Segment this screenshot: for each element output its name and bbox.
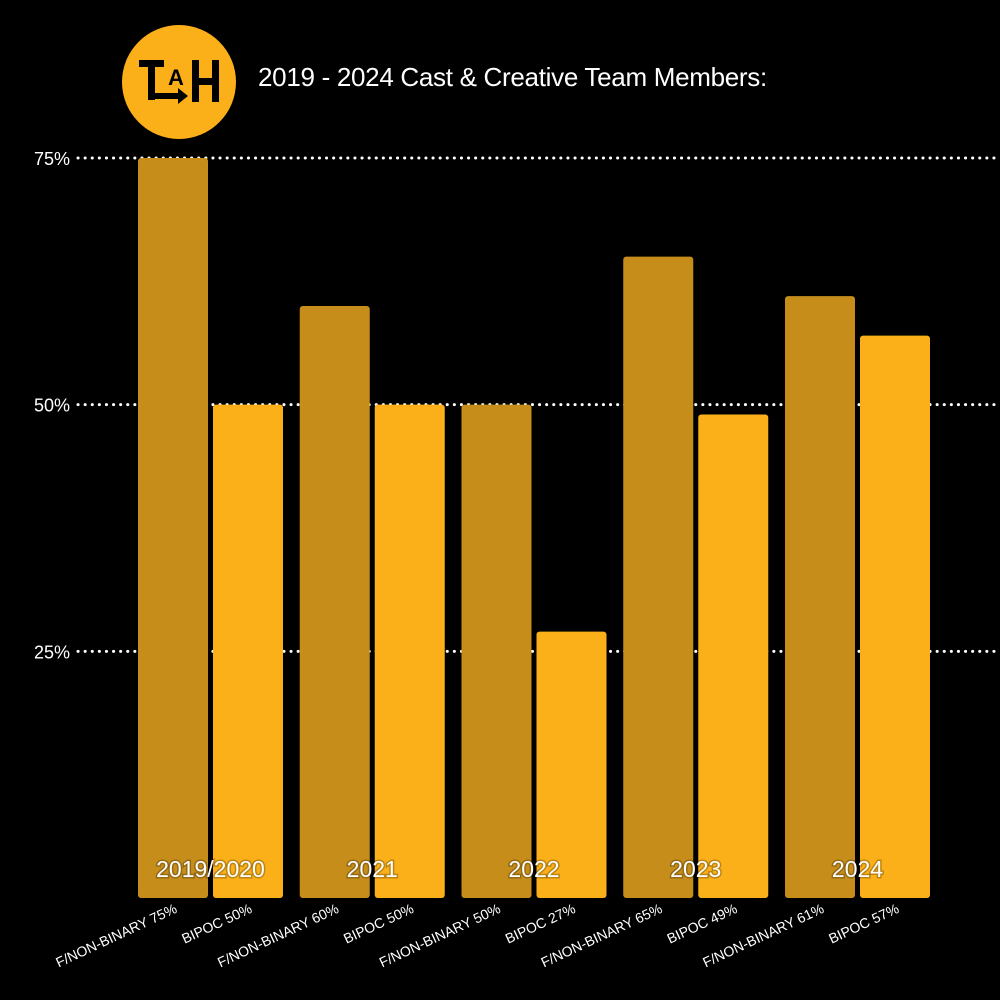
y-tick-label: 50%	[34, 396, 70, 416]
category-label: 2023	[670, 856, 721, 882]
bar-bipoc	[536, 631, 607, 898]
bar-f-nonbinary	[785, 296, 855, 899]
bar-label: BIPOC 50%	[179, 900, 254, 946]
bar-label: F/NON-BINARY 75%	[53, 900, 179, 970]
bar-f-nonbinary	[138, 158, 208, 898]
y-tick-label: 25%	[34, 642, 70, 662]
category-label: 2022	[508, 856, 559, 882]
bar-f-nonbinary	[623, 256, 694, 899]
bar-label: BIPOC 49%	[664, 900, 739, 946]
bar-bipoc	[698, 414, 769, 898]
category-label: 2019/2020	[156, 856, 265, 882]
bar-f-nonbinary	[461, 404, 532, 898]
tah-logo-mark: A	[139, 60, 219, 104]
bar-label: BIPOC 27%	[503, 900, 578, 946]
category-label: 2021	[347, 856, 398, 882]
category-label: 2024	[832, 856, 883, 882]
bar-bipoc	[374, 404, 445, 898]
bar-label: BIPOC 50%	[341, 900, 416, 946]
bar-bipoc	[213, 404, 283, 898]
tah-logo: A	[122, 25, 236, 139]
chart-title: 2019 - 2024 Cast & Creative Team Members…	[258, 62, 767, 92]
bar-f-nonbinary	[299, 306, 370, 898]
bar-label: BIPOC 57%	[826, 900, 901, 946]
svg-text:A: A	[168, 65, 184, 90]
y-tick-label: 75%	[34, 149, 70, 169]
bar-bipoc	[860, 335, 930, 899]
